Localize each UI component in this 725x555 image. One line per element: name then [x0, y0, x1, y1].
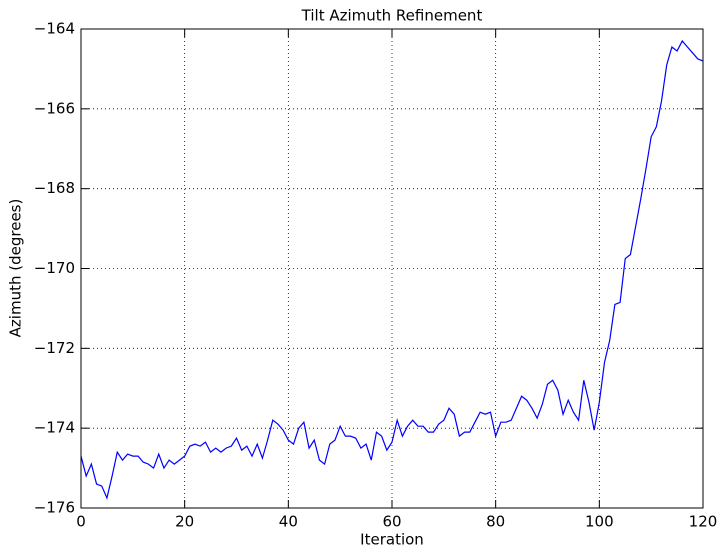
- x-tick-label: 120: [689, 513, 718, 531]
- y-tick-label: −174: [34, 419, 75, 437]
- data-line: [80, 39, 704, 500]
- plot-frame: [80, 28, 704, 509]
- x-tick-label: 100: [585, 513, 614, 531]
- y-tick-label: −168: [34, 179, 75, 197]
- x-axis-label: Iteration: [360, 531, 424, 549]
- y-tick-label: −176: [34, 499, 75, 517]
- x-tick-label: 40: [279, 513, 298, 531]
- chart-title: Tilt Azimuth Refinement: [301, 7, 483, 25]
- y-axis-label: Azimuth (degrees): [7, 199, 25, 338]
- x-tick-label: 60: [382, 513, 401, 531]
- y-tick-label: −166: [34, 99, 75, 117]
- y-tick-label: −170: [34, 259, 75, 277]
- y-tick-label: −172: [34, 339, 75, 357]
- x-tick-label: 0: [76, 513, 86, 531]
- y-tick-label: −164: [34, 20, 75, 38]
- x-tick-label: 20: [175, 513, 194, 531]
- x-tick-label: 80: [486, 513, 505, 531]
